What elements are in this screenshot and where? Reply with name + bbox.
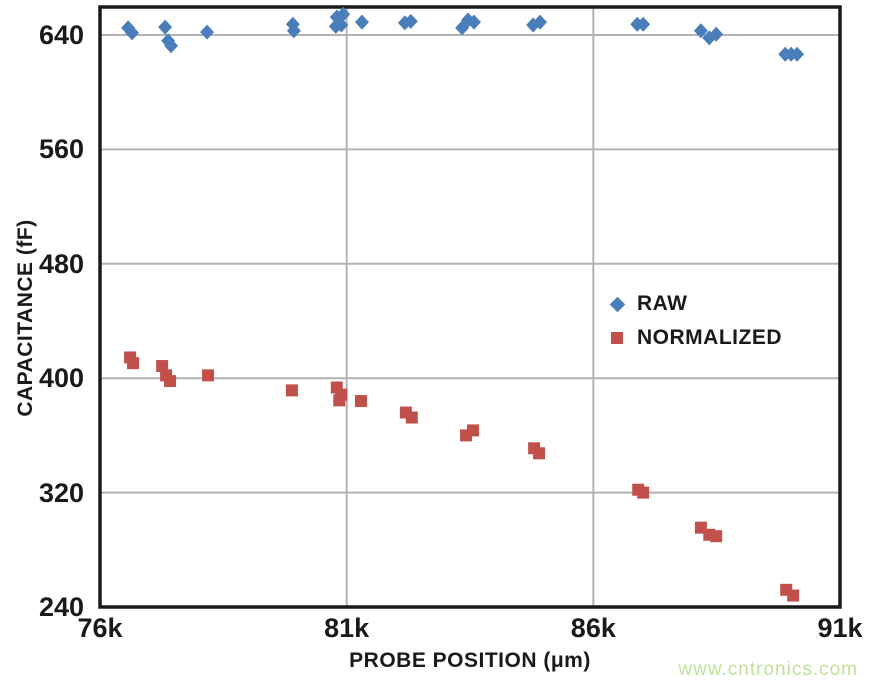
raw-point — [709, 26, 724, 42]
normalized-point — [533, 447, 546, 460]
raw-point — [286, 23, 301, 39]
x-tick-label: 91k — [817, 613, 863, 643]
raw-point — [158, 19, 173, 35]
normalized-series-marker-icon — [608, 329, 626, 347]
y-tick-label: 240 — [38, 592, 84, 622]
normalized-point — [335, 388, 348, 401]
normalized-point — [637, 486, 650, 499]
raw-point — [125, 25, 140, 41]
raw-point — [466, 14, 481, 30]
raw-point — [397, 15, 412, 31]
raw-point — [533, 14, 548, 30]
normalized-point — [202, 369, 215, 382]
raw-point — [636, 16, 651, 32]
raw-point — [693, 23, 708, 39]
normalized-point — [127, 357, 140, 370]
raw-point — [200, 24, 215, 40]
normalized-point — [710, 530, 723, 543]
x-tick-label: 76k — [77, 613, 123, 643]
normalized-point — [466, 424, 479, 437]
raw-point — [403, 13, 418, 29]
raw-point — [334, 17, 349, 33]
y-tick-label: 640 — [38, 20, 84, 50]
y-tick-label: 400 — [38, 363, 84, 394]
legend-label-normalized: NORMALIZED — [637, 326, 782, 349]
normalized-point — [354, 395, 367, 408]
legend: RAW NORMALIZED — [606, 287, 782, 355]
raw-point — [164, 38, 179, 54]
x-tick-label: 86k — [570, 613, 616, 643]
normalized-point — [164, 375, 177, 388]
y-tick-label: 320 — [38, 477, 84, 508]
raw-point — [336, 6, 351, 22]
plot-border — [98, 5, 842, 609]
watermark: www.cntronics.com — [678, 659, 858, 680]
normalized-point — [285, 384, 298, 397]
legend-label-raw: RAW — [637, 292, 688, 315]
normalized-point — [405, 411, 418, 424]
x-tick-label: 81k — [324, 613, 370, 643]
x-axis-title: PROBE POSITION (μm) — [349, 649, 591, 672]
raw-point — [790, 46, 805, 62]
legend-item-normalized: NORMALIZED — [606, 321, 782, 355]
normalized-point — [787, 589, 800, 602]
y-tick-label: 560 — [38, 134, 84, 165]
raw-point — [354, 14, 369, 30]
normalized-point — [156, 360, 169, 373]
legend-item-raw: RAW — [606, 287, 782, 321]
raw-series-marker-icon — [608, 295, 626, 313]
y-tick-label: 480 — [38, 248, 84, 279]
